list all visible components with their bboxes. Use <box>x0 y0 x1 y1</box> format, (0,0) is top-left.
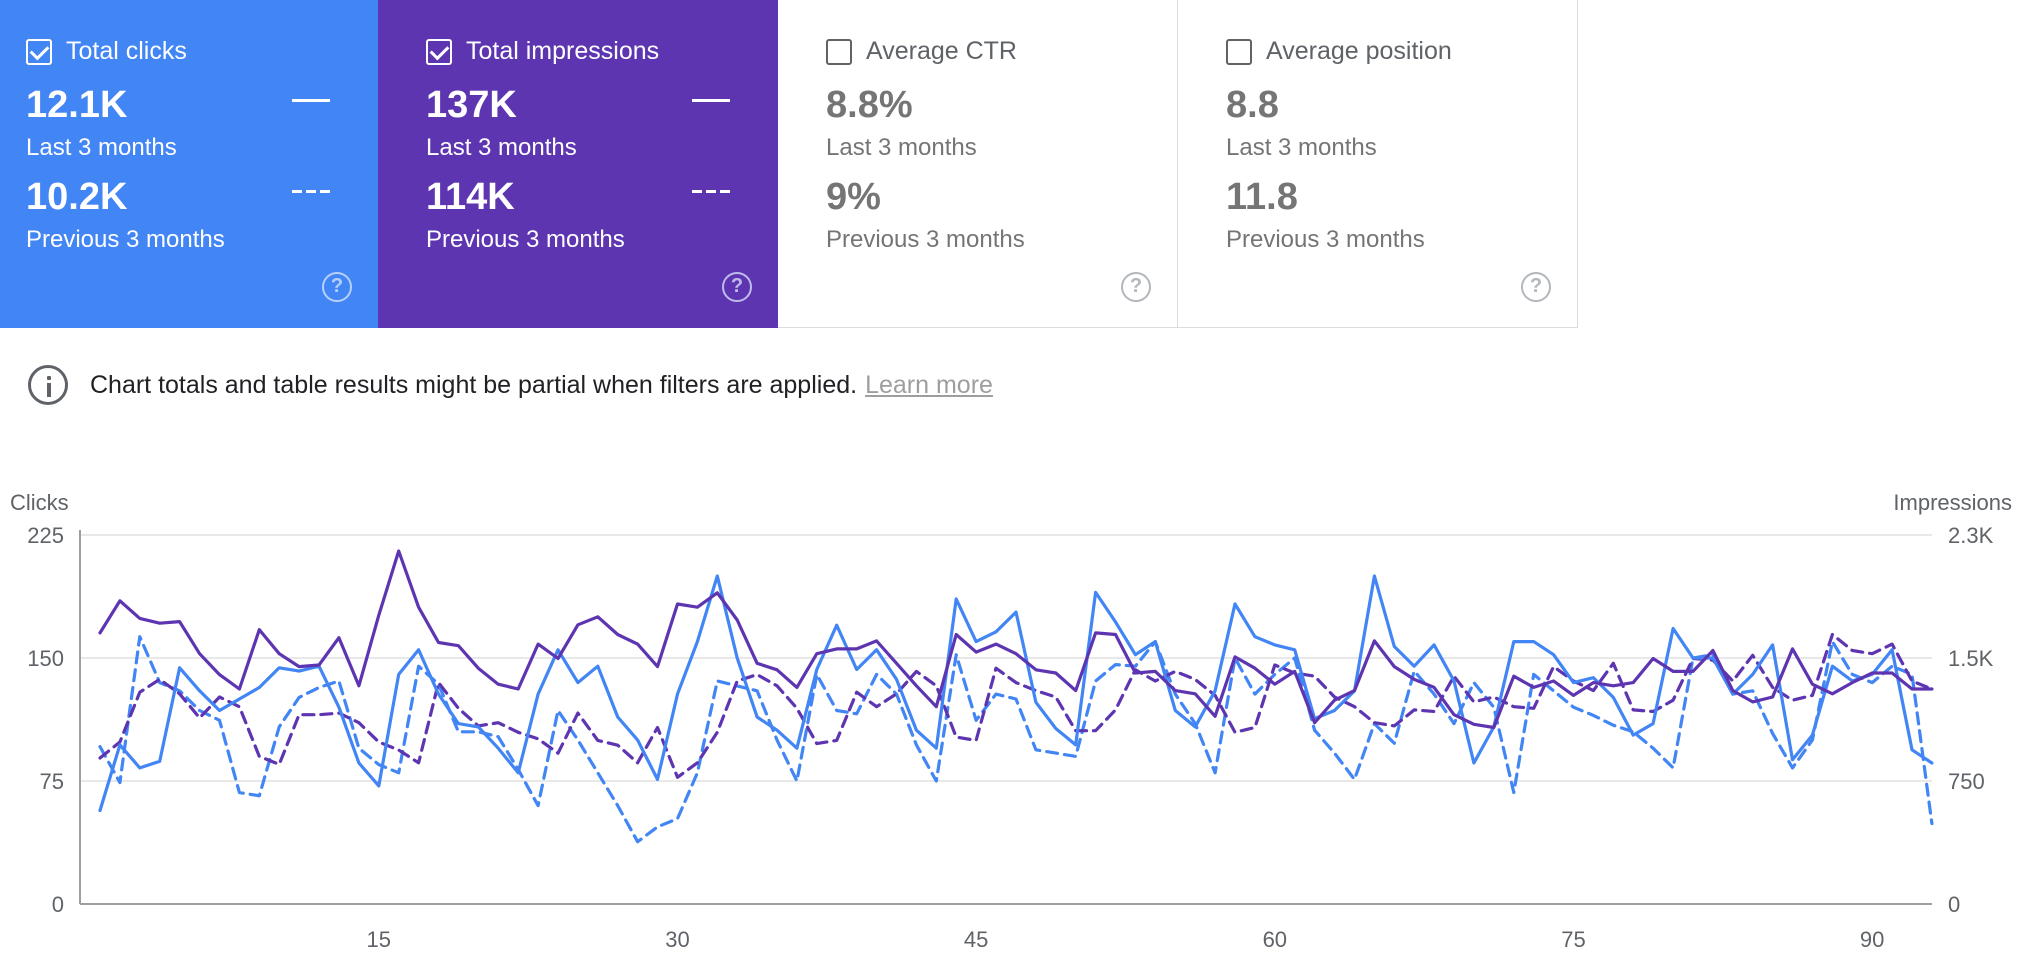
previous-label: Previous 3 months <box>26 226 225 253</box>
x-tick-label: 90 <box>1860 927 1884 952</box>
card-header[interactable]: Average position <box>1226 37 1452 66</box>
current-value: 8.8 <box>1226 84 1279 126</box>
performance-chart: 0 75 150 225 0 750 1.5K 2.3K Clicks Impressions 15… <box>10 490 2012 952</box>
card-header[interactable]: Average CTR <box>826 37 1017 66</box>
x-tick-label: 30 <box>665 927 689 952</box>
current-value: 12.1K <box>26 84 128 126</box>
help-icon[interactable]: ? <box>1121 272 1151 302</box>
solid-line-legend-icon <box>692 99 730 102</box>
previous-value: 114K <box>426 176 515 218</box>
x-tick-label: 75 <box>1561 927 1585 952</box>
help-icon[interactable]: ? <box>722 272 752 302</box>
x-tick-label: 15 <box>367 927 391 952</box>
current-label: Last 3 months <box>1226 134 1377 161</box>
current-value: 8.8% <box>826 84 913 126</box>
y-right-axis-title: Impressions <box>1893 490 2012 515</box>
y-right-tick-label: 0 <box>1948 892 1960 917</box>
dashed-line-legend-icon <box>292 190 330 193</box>
previous-value: 11.8 <box>1226 176 1298 218</box>
previous-label: Previous 3 months <box>426 226 625 253</box>
series-line-total-impressions-previous-3-months[interactable] <box>98 632 1934 779</box>
help-icon[interactable]: ? <box>322 272 352 302</box>
y-left-tick-label: 0 <box>52 892 64 917</box>
y-left-tick-label: 225 <box>27 523 64 548</box>
card-title: Average position <box>1266 37 1452 65</box>
checkbox-checked-icon[interactable] <box>426 38 452 65</box>
card-header[interactable]: Total clicks <box>26 37 187 66</box>
card-average-position[interactable]: Average position 8.8 Last 3 months 11.8 … <box>1178 0 1578 328</box>
y-left-tick-label: 75 <box>40 769 64 794</box>
help-icon[interactable]: ? <box>1521 272 1551 302</box>
checkbox-checked-icon[interactable] <box>26 38 52 65</box>
previous-label: Previous 3 months <box>1226 226 1425 253</box>
previous-value: 9% <box>826 176 881 218</box>
checkbox-unchecked-icon[interactable] <box>826 38 852 65</box>
series-line-total-clicks-previous-3-months[interactable] <box>98 635 1934 844</box>
card-header[interactable]: Total impressions <box>426 37 659 66</box>
card-total-clicks[interactable]: Total clicks 12.1K Last 3 months 10.2K P… <box>0 0 378 328</box>
series-line-total-impressions[interactable] <box>98 549 1934 730</box>
current-value: 137K <box>426 84 517 126</box>
checkbox-unchecked-icon[interactable] <box>1226 38 1252 65</box>
solid-line-legend-icon <box>292 99 330 102</box>
card-title: Total clicks <box>66 37 187 65</box>
learn-more-link[interactable]: Learn more <box>865 370 993 399</box>
x-tick-label: 45 <box>964 927 988 952</box>
metric-cards: Total clicks 12.1K Last 3 months 10.2K P… <box>0 0 1578 328</box>
x-tick-label: 60 <box>1263 927 1287 952</box>
series-line-total-clicks[interactable] <box>98 574 1934 813</box>
dashed-line-legend-icon <box>692 190 730 193</box>
current-label: Last 3 months <box>26 134 177 161</box>
info-icon <box>28 365 68 405</box>
current-label: Last 3 months <box>826 134 977 161</box>
y-right-tick-label: 750 <box>1948 769 1985 794</box>
card-title: Average CTR <box>866 37 1017 65</box>
previous-label: Previous 3 months <box>826 226 1025 253</box>
notice-text: Chart totals and table results might be … <box>90 370 858 399</box>
current-label: Last 3 months <box>426 134 577 161</box>
card-total-impressions[interactable]: Total impressions 137K Last 3 months 114… <box>378 0 778 328</box>
y-left-tick-label: 150 <box>27 646 64 671</box>
card-title: Total impressions <box>466 37 660 65</box>
card-average-ctr[interactable]: Average CTR 8.8% Last 3 months 9% Previo… <box>778 0 1178 328</box>
y-left-axis-title: Clicks <box>10 490 69 515</box>
y-right-tick-label: 2.3K <box>1948 523 1994 548</box>
y-right-tick-label: 1.5K <box>1948 646 1994 671</box>
partial-results-notice: Chart totals and table results might be … <box>28 365 993 405</box>
previous-value: 10.2K <box>26 176 128 218</box>
